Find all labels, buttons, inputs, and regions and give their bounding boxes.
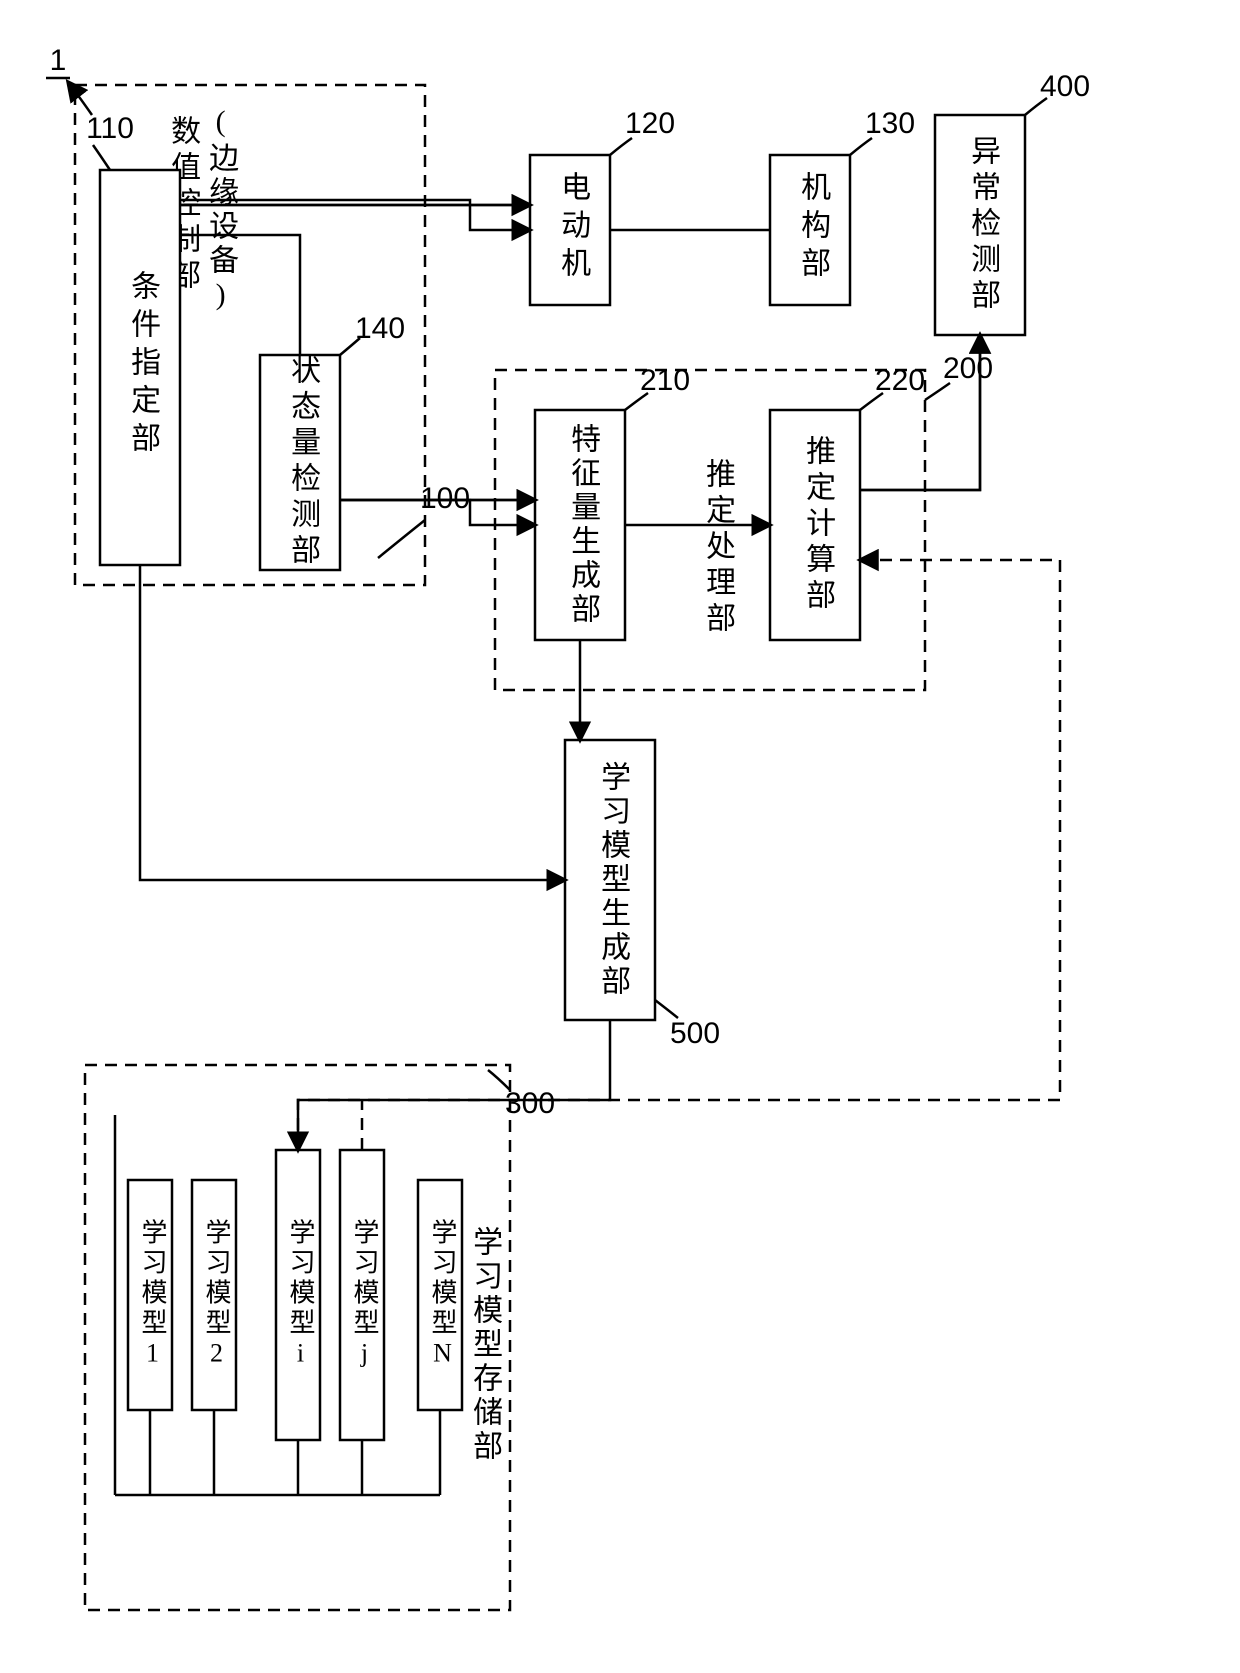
num-100: 100 xyxy=(420,482,470,515)
svg-text:学习模型i: 学习模型i xyxy=(286,1218,315,1371)
label-110: 条件指定部 xyxy=(126,270,161,460)
num-110: 110 xyxy=(86,112,134,145)
model-2: 学习模型2 xyxy=(192,1180,236,1410)
g200-title: 推定处理部 xyxy=(701,458,736,638)
label-500: 学习模型生成部 xyxy=(596,761,631,999)
num-400: 400 xyxy=(1040,70,1090,103)
num-220: 220 xyxy=(875,364,925,397)
num-130: 130 xyxy=(865,107,915,140)
model-j: 学习模型j xyxy=(340,1150,384,1440)
label-120: 电动机 xyxy=(556,171,591,285)
figure-number-text: 1 xyxy=(50,44,67,77)
g100-title2: (边缘设备) xyxy=(204,105,239,315)
num-210: 210 xyxy=(640,364,690,397)
label-130: 机构部 xyxy=(796,171,831,285)
label-140: 状态量检测部 xyxy=(286,354,321,570)
num-200: 200 xyxy=(943,352,993,385)
label-220: 推定计算部 xyxy=(801,435,836,615)
num-500: 500 xyxy=(670,1017,720,1050)
svg-text:学习模型2: 学习模型2 xyxy=(202,1218,231,1371)
svg-text:学习模型j: 学习模型j xyxy=(350,1218,379,1371)
model-N: 学习模型N xyxy=(418,1180,462,1410)
label-210: 特征量生成部 xyxy=(566,423,601,627)
num-140: 140 xyxy=(355,312,405,345)
diagram-canvas: 1 数值控制部 (边缘设备) 100 条件指定部 1 数值控制部 (边缘设备) … xyxy=(0,0,1240,1673)
model-1: 学习模型1 xyxy=(128,1180,172,1410)
num-120: 120 xyxy=(625,107,675,140)
model-i: 学习模型i xyxy=(276,1150,320,1440)
svg-text:学习模型1: 学习模型1 xyxy=(138,1218,167,1371)
svg-text:学习模型N: 学习模型N xyxy=(428,1218,457,1371)
label-400: 异常检测部 xyxy=(966,135,1001,315)
num-300: 300 xyxy=(505,1087,555,1120)
g300-title: 学习模型存储部 xyxy=(468,1226,503,1464)
